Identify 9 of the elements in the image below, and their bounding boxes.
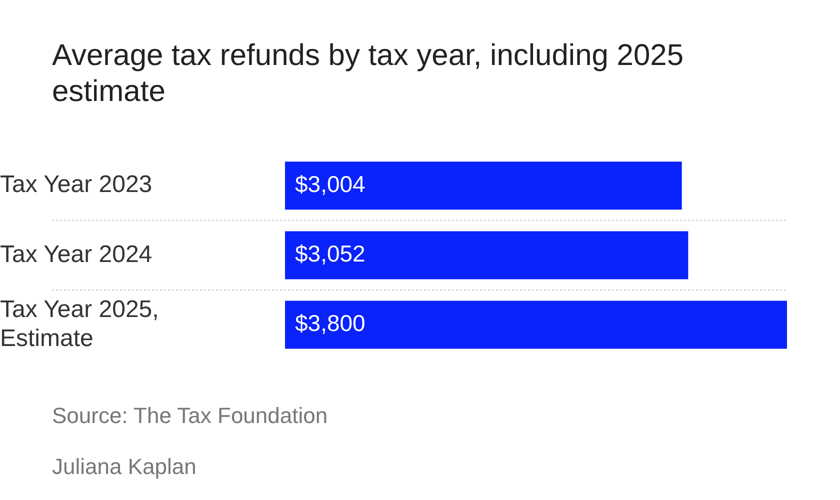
y-tick-label: Tax Year 2023 (0, 171, 152, 198)
data-label: $3,800 (295, 310, 366, 336)
chart-title: Average tax refunds by tax year, including 2025 estimate (52, 38, 685, 110)
data-label: $3,052 (295, 240, 366, 267)
source-note: Source: The Tax Foundation (52, 403, 328, 429)
data-label: $3,004 (295, 170, 366, 197)
text: Juliana Kaplan (52, 454, 196, 480)
y-tick-label: Tax Year 2025, Estimate (0, 296, 159, 352)
y-tick-label: Tax Year 2024 (0, 240, 152, 268)
